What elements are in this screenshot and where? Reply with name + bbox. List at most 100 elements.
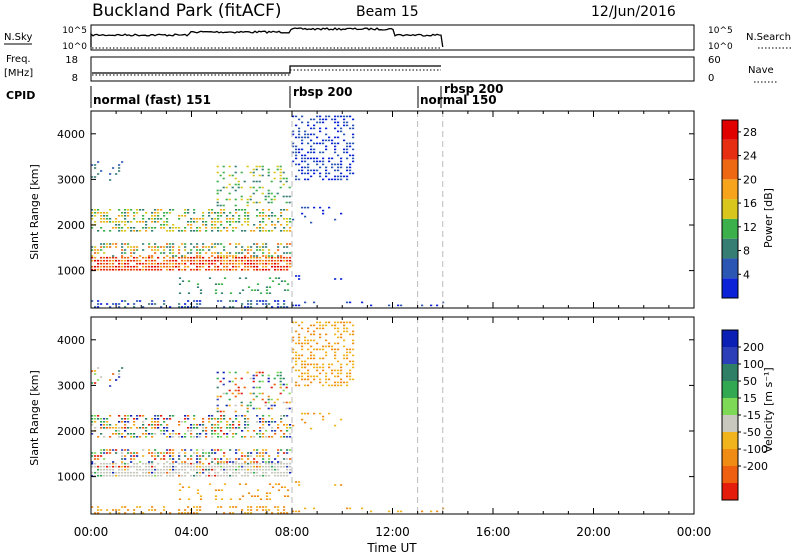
power-cell: [220, 212, 223, 214]
power-cell: [259, 221, 262, 223]
power-cell: [280, 230, 283, 232]
velocity-cell: [235, 468, 238, 471]
velocity-cell: [100, 421, 103, 423]
nsky-label: N.Sky: [4, 32, 32, 43]
velocity-cell: [277, 489, 281, 491]
velocity-cell: [325, 339, 328, 342]
power-cell: [262, 249, 265, 251]
velocity-cell: [163, 430, 166, 432]
velocity-cell: [271, 418, 274, 420]
velocity-cell: [307, 369, 310, 372]
velocity-cell: [172, 461, 175, 463]
power-cell: [222, 177, 225, 180]
velocity-cell: [238, 483, 242, 485]
power-cell: [109, 230, 112, 232]
power-cell: [100, 218, 103, 220]
power-cell: [124, 215, 127, 217]
power-cell: [124, 249, 127, 251]
velocity-cell: [259, 465, 262, 468]
power-cell: [255, 201, 258, 204]
power-cell: [166, 259, 169, 262]
freq-panel: Freq. [MHz] 18 8 60 0 Nave: [4, 54, 778, 84]
power-cell: [283, 280, 287, 282]
velocity-cell: [193, 474, 196, 477]
velocity-cell: [97, 512, 100, 514]
freq-tick-top: 18: [65, 55, 78, 66]
velocity-cell: [106, 462, 109, 465]
velocity-cell: [289, 458, 292, 460]
velocity-cell: [301, 354, 304, 357]
velocity-cell: [142, 424, 145, 426]
velocity-cell: [295, 384, 298, 387]
velocity-cell: [226, 424, 229, 426]
velocity-cell: [237, 386, 240, 389]
velocity-cell: [247, 421, 250, 423]
velocity-cell: [160, 415, 163, 417]
power-cell: [184, 268, 187, 271]
power-cell: [163, 221, 166, 223]
velocity-cell: [241, 495, 245, 497]
power-cell: [256, 243, 259, 245]
power-cell: [274, 256, 277, 259]
power-cell: [223, 249, 226, 251]
nsky-trace: [90, 27, 444, 48]
velocity-cell: [252, 386, 255, 389]
power-cell: [343, 124, 346, 127]
power-cell: [274, 268, 277, 271]
power-cell: [211, 221, 214, 223]
velocity-cell: [240, 404, 243, 407]
power-cell: [91, 249, 94, 251]
y-tick-label: 3000: [57, 173, 85, 186]
velocity-cell: [100, 427, 103, 429]
power-cell: [270, 192, 273, 195]
power-cell: [283, 289, 287, 291]
power-cell: [184, 256, 187, 259]
power-cell: [235, 255, 238, 257]
velocity-cell: [214, 458, 217, 460]
power-cell: [234, 177, 237, 180]
power-cell: [265, 256, 268, 259]
power-cell: [316, 160, 319, 163]
power-cell: [172, 227, 175, 229]
power-cell: [196, 306, 199, 308]
velocity-cell: [267, 395, 270, 398]
velocity-cell: [301, 321, 304, 324]
power-cell: [352, 148, 355, 151]
velocity-cell: [232, 506, 235, 508]
velocity-cell: [226, 461, 229, 463]
velocity-cell: [226, 436, 229, 438]
velocity-cell: [301, 372, 304, 375]
power-cell: [118, 170, 121, 172]
velocity-cell: [328, 378, 331, 381]
power-cell: [237, 180, 240, 183]
power-cell: [322, 212, 325, 215]
velocity-cell: [337, 375, 340, 378]
velocity-cell: [214, 427, 217, 429]
power-cell: [304, 157, 307, 160]
power-cell: [307, 151, 310, 154]
power-cell: [276, 192, 279, 195]
power-cell: [205, 230, 208, 232]
power-cell: [142, 265, 145, 268]
power-cell: [214, 246, 217, 248]
velocity-cell: [292, 510, 295, 513]
velocity-cell: [267, 407, 270, 410]
power-cell: [292, 160, 295, 163]
power-cell: [340, 160, 343, 163]
velocity-cell: [169, 436, 172, 438]
power-cell: [271, 212, 274, 214]
velocity-cell: [216, 398, 219, 401]
velocity-cell: [286, 452, 289, 454]
power-cell: [319, 172, 322, 175]
velocity-cell: [301, 412, 304, 415]
velocity-cell: [261, 380, 264, 383]
velocity-cell: [238, 415, 241, 417]
velocity-cell: [301, 345, 304, 348]
velocity-cell: [151, 506, 154, 508]
velocity-colorbar-tick: -15: [743, 409, 761, 422]
velocity-cell: [346, 375, 349, 378]
power-cell: [235, 221, 238, 223]
velocity-cell: [103, 421, 106, 423]
velocity-cell: [265, 468, 268, 471]
velocity-cell: [157, 471, 160, 474]
